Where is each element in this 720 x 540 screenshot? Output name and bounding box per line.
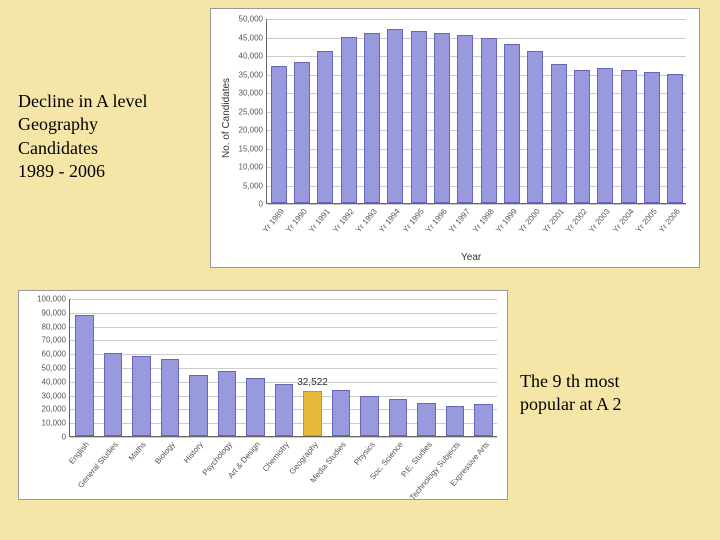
xtick-label: Yr 1995 (401, 207, 426, 234)
ytick-label: 40,000 (42, 377, 70, 386)
ytick-label: 20,000 (42, 405, 70, 414)
decline-title: Decline in A levelGeographyCandidates198… (18, 90, 198, 184)
bar (474, 404, 493, 436)
bar (317, 51, 333, 203)
ytick-label: 70,000 (42, 336, 70, 345)
gridline (70, 313, 497, 314)
ytick-label: 10,000 (42, 419, 70, 428)
bar (271, 66, 287, 203)
bar-annotation: 32,522 (297, 377, 328, 388)
xtick-label: Yr 1991 (307, 207, 332, 234)
ytick-label: 0 (259, 200, 267, 209)
chart-yearly-candidates: 0 5,000 10,000 15,000 20,000 25,000 30,000 35,0… (210, 8, 700, 268)
xtick-label: Chemistry (261, 440, 291, 473)
bar (644, 72, 660, 203)
xtick-label: Yr 2000 (517, 207, 542, 234)
chart1-xlabel: Year (461, 252, 481, 263)
bar (332, 390, 351, 436)
xtick-label: Technology Subjects (408, 440, 462, 502)
xtick-label: Yr 2002 (564, 207, 589, 234)
xtick-label: Yr 1989 (261, 207, 286, 234)
xtick-label: Maths (127, 440, 148, 462)
bar (551, 64, 567, 203)
chart1-ylabel: No. of Candidates (221, 78, 232, 158)
ytick-label: 30,000 (239, 89, 267, 98)
popularity-caption: The 9 th mostpopular at A 2 (520, 370, 700, 417)
bar (417, 403, 436, 436)
gridline (267, 38, 686, 39)
bar (364, 33, 380, 203)
xtick-label: Yr 2004 (611, 207, 636, 234)
ytick-label: 80,000 (42, 322, 70, 331)
ytick-label: 0 (62, 433, 70, 442)
gridline (267, 19, 686, 20)
ytick-label: 50,000 (42, 364, 70, 373)
xtick-label: Physics (352, 440, 377, 467)
xtick-label: English (67, 440, 91, 466)
ytick-label: 15,000 (239, 144, 267, 153)
bar (303, 391, 322, 436)
bar (189, 375, 208, 436)
bar (389, 399, 408, 436)
xtick-label: Yr 1992 (331, 207, 356, 234)
ytick-label: 20,000 (239, 126, 267, 135)
xtick-label: Yr 1990 (284, 207, 309, 234)
ytick-label: 5,000 (243, 181, 267, 190)
xtick-label: Yr 1999 (494, 207, 519, 234)
gridline (70, 340, 497, 341)
bar (387, 29, 403, 203)
bar (341, 37, 357, 204)
ytick-label: 35,000 (239, 70, 267, 79)
gridline (70, 437, 497, 438)
chart1-plot: 05,00010,00015,00020,00025,00030,00035,0… (266, 19, 686, 204)
bar (574, 70, 590, 203)
xtick-label: Yr 1997 (447, 207, 472, 234)
bar (504, 44, 520, 203)
gridline (70, 327, 497, 328)
bar (104, 353, 123, 436)
xtick-label: Yr 1993 (354, 207, 379, 234)
xtick-label: Yr 1996 (424, 207, 449, 234)
bar (75, 315, 94, 436)
gridline (267, 204, 686, 205)
xtick-label: History (182, 440, 205, 465)
bar (446, 406, 465, 436)
xtick-label: Yr 2006 (657, 207, 682, 234)
bar (597, 68, 613, 203)
bar (667, 74, 683, 204)
xtick-label: Yr 2003 (587, 207, 612, 234)
bar (527, 51, 543, 203)
bar (161, 359, 180, 436)
ytick-label: 40,000 (239, 52, 267, 61)
ytick-label: 45,000 (239, 33, 267, 42)
ytick-label: 100,000 (37, 295, 70, 304)
bar (360, 396, 379, 436)
bar (457, 35, 473, 203)
bar (294, 62, 310, 203)
ytick-label: 90,000 (42, 308, 70, 317)
chart-subject-popularity: 0 10,000 20,000 30,000 40,000 50,000 60,000 70,… (18, 290, 508, 500)
xtick-label: Biology (153, 440, 177, 466)
ytick-label: 50,000 (239, 15, 267, 24)
ytick-label: 10,000 (239, 163, 267, 172)
xtick-label: Yr 2005 (634, 207, 659, 234)
xtick-label: Yr 1998 (471, 207, 496, 234)
ytick-label: 30,000 (42, 391, 70, 400)
bar (481, 38, 497, 203)
ytick-label: 25,000 (239, 107, 267, 116)
bar (621, 70, 637, 203)
ytick-label: 60,000 (42, 350, 70, 359)
bar (275, 384, 294, 436)
bar (132, 356, 151, 436)
bar (218, 371, 237, 436)
bar (246, 378, 265, 436)
bar (434, 33, 450, 203)
bar (411, 31, 427, 203)
chart2-plot: 010,00020,00030,00040,00050,00060,00070,… (69, 299, 497, 437)
gridline (70, 299, 497, 300)
xtick-label: Yr 1994 (377, 207, 402, 234)
xtick-label: Yr 2001 (541, 207, 566, 234)
